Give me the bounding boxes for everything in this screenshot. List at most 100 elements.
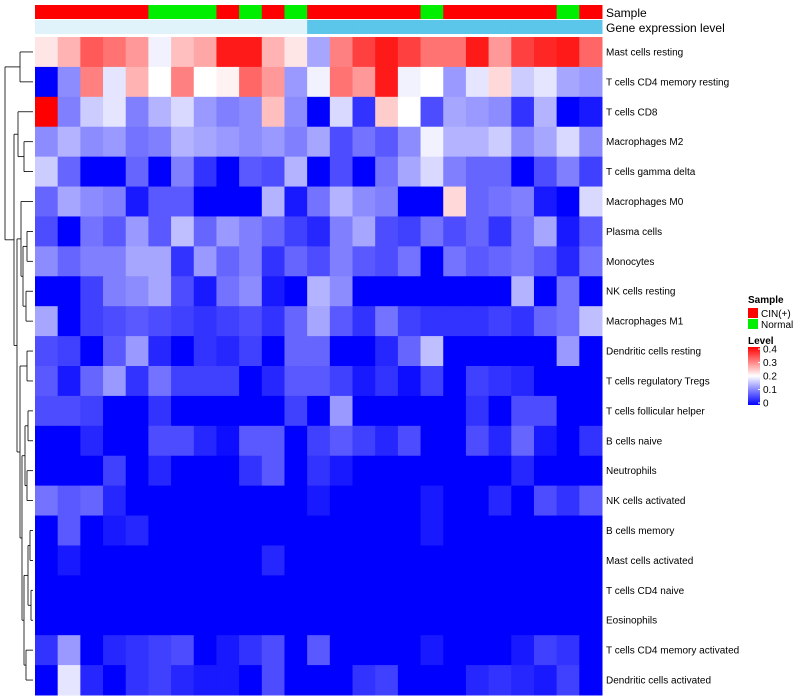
- heatmap-cell: [284, 336, 308, 367]
- heatmap-cell: [420, 425, 444, 457]
- heatmap-cell: [556, 306, 580, 337]
- heatmap-cell: [57, 515, 81, 546]
- heatmap-cell: [352, 246, 376, 277]
- heatmap-cell: [488, 366, 512, 397]
- gene-expression-annotation-cell: [465, 20, 490, 34]
- heatmap-cell: [171, 336, 195, 367]
- heatmap-cell: [397, 515, 422, 546]
- legend-level-ticks: 0.4 0.3 0.2 0.1 0: [758, 345, 777, 410]
- heatmap-cell: [148, 66, 172, 98]
- heatmap-cell: [216, 246, 240, 277]
- heatmap-cell: [352, 156, 376, 188]
- heatmap-cell: [57, 156, 81, 188]
- gene-expression-annotation-cell: [193, 20, 217, 34]
- heatmap-cell: [57, 306, 81, 337]
- sample-annotation-cell: [57, 5, 81, 19]
- heatmap-cell: [35, 306, 59, 337]
- heatmap-cell: [80, 485, 104, 517]
- heatmap-cell: [57, 635, 81, 666]
- heatmap-cell: [103, 186, 127, 217]
- heatmap-cell: [216, 336, 240, 367]
- heatmap-cell: [556, 366, 580, 397]
- heatmap-cell: [284, 37, 308, 68]
- heatmap-cell: [193, 605, 217, 636]
- legend-tick-label: 0.3: [763, 358, 777, 369]
- heatmap-cell: [443, 246, 467, 277]
- gene-expression-annotation-cell: [261, 20, 285, 34]
- heatmap-cell: [261, 485, 285, 517]
- gene-expression-annotation-cell: [239, 20, 263, 34]
- heatmap-cell: [239, 665, 263, 696]
- heatmap-cell: [511, 216, 535, 247]
- heatmap-cell: [329, 395, 354, 427]
- heatmap-cell: [148, 635, 172, 666]
- heatmap-cell: [533, 455, 558, 487]
- heatmap-cell: [125, 306, 149, 337]
- heatmap-cell: [35, 96, 59, 128]
- heatmap-cell: [307, 156, 331, 188]
- heatmap-cell: [284, 395, 308, 427]
- heatmap-cell: [375, 276, 399, 307]
- gene-expression-annotation-cell: [148, 20, 172, 34]
- heatmap-cell: [556, 156, 580, 188]
- heatmap-cell: [80, 246, 104, 277]
- heatmap-cell: [193, 126, 217, 158]
- heatmap-cell: [352, 126, 376, 158]
- heatmap-cell: [284, 635, 308, 666]
- heatmap-cell: [420, 545, 444, 576]
- heatmap-cell: [193, 395, 217, 427]
- heatmap-cell: [125, 126, 149, 158]
- heatmap-cell: [488, 126, 512, 158]
- heatmap-cell: [488, 395, 512, 427]
- sample-annotation-cell: [80, 5, 104, 19]
- heatmap-cell: [57, 186, 81, 217]
- heatmap-cell: [352, 37, 376, 68]
- heatmap-cell: [511, 395, 535, 427]
- heatmap-cell: [148, 276, 172, 307]
- gene-expression-annotation-cell: [329, 20, 354, 34]
- heatmap-cell: [261, 37, 285, 68]
- heatmap-cell: [103, 455, 127, 487]
- heatmap-cell: [261, 336, 285, 367]
- legend-tick-label: 0.1: [763, 385, 777, 396]
- heatmap-cell: [443, 455, 467, 487]
- heatmap-cell: [488, 635, 512, 666]
- heatmap-cell: [261, 665, 285, 696]
- heatmap-cell: [148, 515, 172, 546]
- heatmap-cell: [579, 156, 603, 188]
- heatmap-cell: [216, 485, 240, 517]
- heatmap-cell: [556, 455, 580, 487]
- heatmap-cell: [239, 455, 263, 487]
- gene-expression-annotation-cell: [307, 20, 331, 34]
- heatmap-cell: [307, 276, 331, 307]
- heatmap-cell: [216, 665, 240, 696]
- heatmap-cell: [193, 485, 217, 517]
- heatmap-cell: [420, 186, 444, 217]
- gene-expression-annotation-cell: [443, 20, 467, 34]
- heatmap-cell: [352, 395, 376, 427]
- heatmap-cell: [284, 485, 308, 517]
- heatmap-cell: [397, 455, 422, 487]
- legend: Sample CIN(+)Normal Level 0.4 0.3 0.2 0.1 0: [748, 295, 793, 410]
- heatmap-cell: [352, 575, 376, 606]
- heatmap-cell: [443, 66, 467, 98]
- heatmap-cell: [284, 455, 308, 487]
- heatmap-cell: [443, 186, 467, 217]
- heatmap-cell: [125, 485, 149, 517]
- heatmap-cell: [375, 246, 399, 277]
- heatmap-cell: [352, 485, 376, 517]
- heatmap-cell: [239, 156, 263, 188]
- heatmap-cell: [511, 485, 535, 517]
- heatmap-cell: [125, 575, 149, 606]
- heatmap-cell: [307, 485, 331, 517]
- heatmap-cell: [193, 455, 217, 487]
- heatmap-cell: [103, 665, 127, 696]
- heatmap-cell: [420, 216, 444, 247]
- heatmap-cell: [556, 395, 580, 427]
- heatmap-cell: [125, 276, 149, 307]
- sample-annotation-cell: [284, 5, 308, 19]
- gene-expression-annotation-cell: [57, 20, 81, 34]
- heatmap-cell: [329, 575, 354, 606]
- heatmap-cell: [57, 66, 81, 98]
- gene-expression-annotation-bar: [35, 20, 603, 34]
